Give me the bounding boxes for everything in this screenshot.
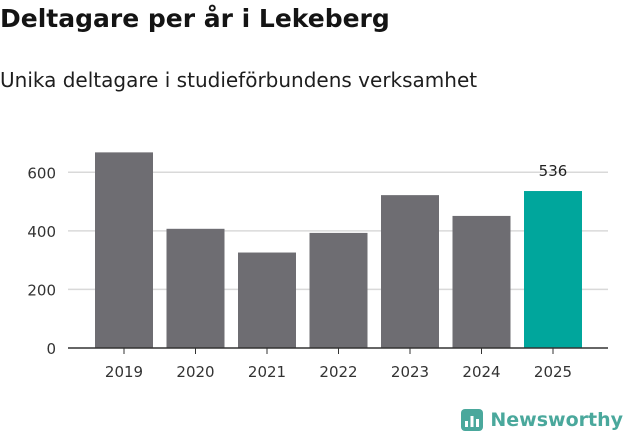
- chart-title: Deltagare per år i Lekeberg: [0, 4, 390, 33]
- data-label-2025: 536: [539, 162, 568, 180]
- bar-2023: [381, 195, 439, 348]
- labels: 0 200 400 600 2019 2020 2021 2022 2023 2024 2025 53…: [27, 162, 572, 381]
- bar-2019: [95, 152, 153, 348]
- axes: [68, 347, 608, 354]
- x-tick-label-2024: 2024: [462, 363, 500, 381]
- bar-2024: [452, 215, 511, 348]
- bar-2022: [309, 232, 368, 348]
- y-tick-label: 0: [46, 340, 56, 358]
- y-tick-label: 600: [27, 164, 56, 182]
- chart-subtitle: Unika deltagare i studieförbundens verks…: [0, 68, 478, 92]
- y-tick-label: 200: [27, 281, 56, 299]
- bar-2021: [238, 252, 296, 348]
- bar-2025: [524, 191, 582, 348]
- bar-2020: [166, 228, 225, 348]
- bar-chart-logo-icon: [461, 409, 484, 431]
- x-tick-label-2021: 2021: [248, 363, 286, 381]
- newsworthy-logo: Newsworthy: [460, 408, 623, 432]
- x-tick-label-2019: 2019: [105, 363, 143, 381]
- brand-name: Newsworthy: [490, 409, 623, 431]
- bars: [95, 152, 582, 348]
- x-tick-label-2022: 2022: [319, 363, 357, 381]
- y-tick-label: 400: [27, 223, 56, 241]
- x-tick-label-2020: 2020: [176, 363, 214, 381]
- x-tick-label-2025: 2025: [534, 363, 572, 381]
- x-tick-label-2023: 2023: [391, 363, 429, 381]
